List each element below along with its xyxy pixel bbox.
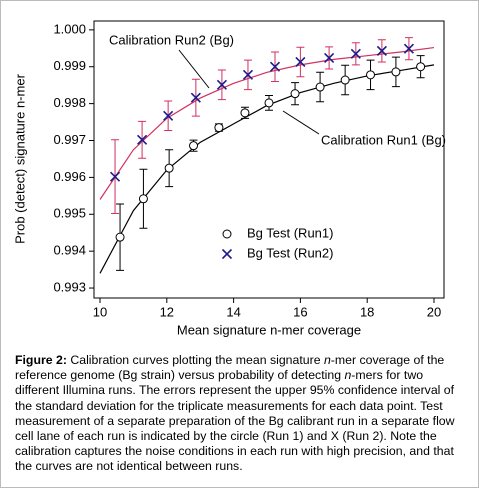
fit-curve bbox=[99, 46, 435, 200]
point bbox=[214, 123, 224, 133]
y-tick-label: 0.994 bbox=[53, 243, 86, 258]
point bbox=[137, 134, 148, 145]
x-tick-label: 12 bbox=[160, 304, 174, 319]
legend-marker bbox=[221, 248, 233, 260]
point bbox=[138, 194, 148, 204]
point bbox=[324, 52, 335, 63]
y-tick-label: 0.995 bbox=[53, 206, 86, 221]
point bbox=[295, 56, 306, 68]
y-tick-label: 0.996 bbox=[53, 169, 86, 184]
x-tick-label: 10 bbox=[93, 304, 107, 319]
plot-frame bbox=[93, 20, 445, 299]
caption-text: Figure 2: bbox=[15, 353, 67, 367]
fit-curve bbox=[99, 64, 435, 274]
y-tick-label: 0.997 bbox=[53, 132, 86, 147]
point bbox=[403, 43, 414, 54]
point bbox=[416, 62, 426, 72]
point bbox=[376, 45, 387, 56]
y-tick-label: 1.000 bbox=[53, 21, 86, 36]
point bbox=[350, 48, 361, 59]
annotation: Calibration Run2 (Bg) bbox=[109, 32, 234, 47]
y-tick-label: 0.998 bbox=[53, 95, 86, 110]
caption-text: Calibration curves plotting the mean sig… bbox=[66, 353, 324, 367]
annotation-leader bbox=[282, 110, 320, 135]
point bbox=[290, 89, 300, 99]
point bbox=[115, 232, 125, 242]
caption-text: n bbox=[323, 353, 331, 367]
point bbox=[391, 67, 401, 77]
caption-text: -mers for two different Illumina runs. T… bbox=[15, 368, 455, 474]
y-tick-label: 0.993 bbox=[53, 279, 86, 294]
chart: Mean signature n-mer coverage Prob (dete… bbox=[12, 20, 446, 337]
point bbox=[264, 98, 274, 108]
point bbox=[340, 75, 350, 85]
point bbox=[163, 110, 174, 121]
legend-marker bbox=[222, 229, 232, 239]
legend-label: Bg Test (Run1) bbox=[247, 225, 333, 240]
point bbox=[315, 82, 325, 92]
annotation: Calibration Run1 (Bg) bbox=[321, 132, 446, 147]
point bbox=[240, 108, 250, 118]
annotation-leader bbox=[178, 49, 210, 89]
legend-label: Bg Test (Run2) bbox=[247, 245, 333, 260]
point bbox=[242, 69, 254, 80]
point bbox=[164, 163, 174, 173]
y-tick-label: 0.999 bbox=[53, 58, 86, 73]
point bbox=[190, 92, 201, 103]
point bbox=[216, 79, 227, 90]
x-tick-label: 14 bbox=[226, 304, 240, 319]
y-axis-label: Prob (detect) signature n-mer bbox=[12, 73, 27, 243]
x-tick-label: 20 bbox=[427, 304, 441, 319]
x-tick-label: 16 bbox=[293, 304, 307, 319]
x-axis-label: Mean signature n-mer coverage bbox=[177, 322, 361, 337]
point bbox=[189, 141, 199, 151]
caption-text: n bbox=[344, 368, 352, 383]
point bbox=[269, 61, 281, 72]
point bbox=[109, 171, 121, 182]
point bbox=[366, 70, 376, 80]
caption: Figure 2: Calibration curves plotting th… bbox=[15, 353, 467, 475]
x-tick-label: 18 bbox=[360, 304, 374, 319]
caption-text: -mer coverage of the reference genome (B… bbox=[15, 353, 445, 383]
